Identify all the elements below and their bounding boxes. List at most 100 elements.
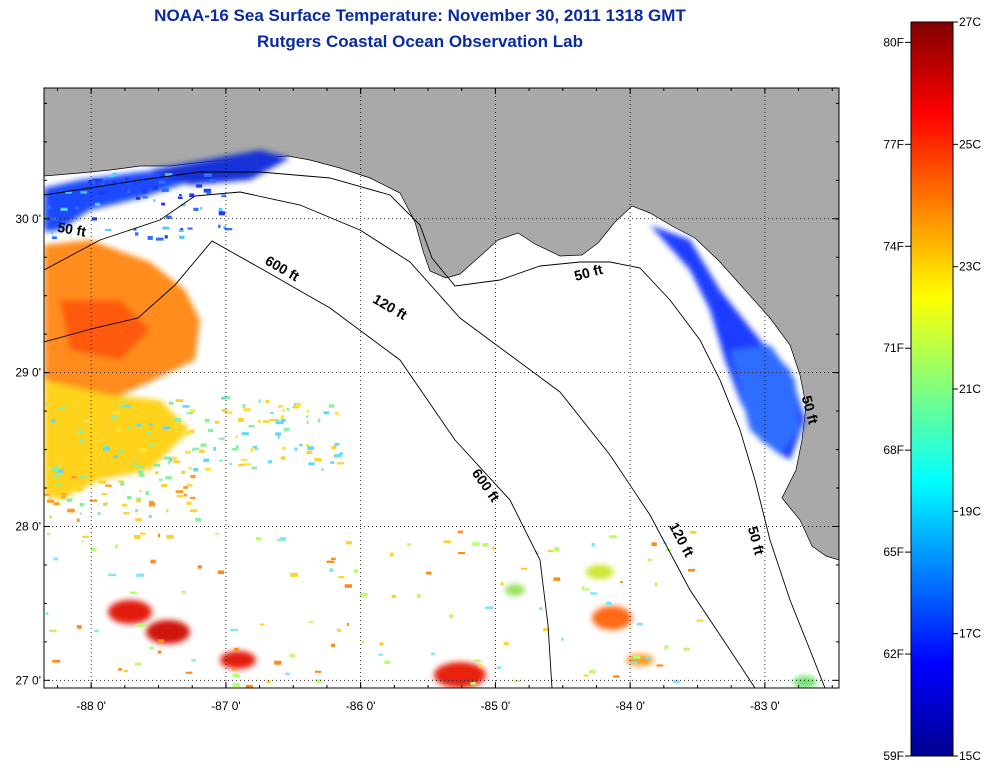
sst-pixel	[81, 540, 84, 543]
sst-pixel	[188, 466, 192, 470]
sst-pixel	[520, 567, 528, 570]
sst-pixel	[329, 568, 333, 573]
sst-pixel	[142, 196, 148, 199]
sst-pixel	[275, 432, 281, 436]
sst-pixel	[176, 494, 183, 498]
sst-pixel	[218, 224, 221, 229]
sst-pixel	[120, 482, 125, 486]
sst-pixel	[605, 601, 612, 605]
sst-pixel	[497, 666, 502, 670]
sst-pixel	[280, 456, 286, 460]
sst-pixel	[57, 462, 60, 466]
sst-pixel	[153, 199, 156, 202]
sst-pixel	[208, 179, 216, 183]
sst-pixel	[52, 659, 61, 663]
sst-pixel	[613, 675, 620, 678]
sst-pixel	[106, 434, 114, 437]
sst-pixel	[113, 410, 120, 415]
sst-pixel	[323, 411, 330, 415]
colorbar-label-c: 23C	[959, 260, 981, 274]
sst-pixel	[111, 180, 117, 185]
sst-pixel	[117, 480, 125, 483]
sst-pixel	[314, 670, 322, 673]
sst-pixel	[175, 490, 184, 493]
sst-pixel	[443, 540, 451, 543]
sst-pixel	[225, 411, 233, 414]
sst-pixel	[182, 405, 190, 408]
isobath-120ft	[44, 191, 756, 688]
sst-pixel	[224, 396, 231, 400]
sst-pixel	[485, 606, 494, 609]
sst-pixel	[77, 430, 84, 433]
sst-pixel	[101, 183, 104, 187]
sst-pixel	[188, 484, 193, 487]
sst-pixel	[110, 416, 117, 420]
sst-patch	[592, 606, 632, 630]
sst-pixel	[99, 191, 106, 196]
sst-pixel	[162, 426, 171, 430]
sst-pixel	[539, 607, 543, 611]
sst-pixel	[317, 418, 321, 423]
sst-pixel	[235, 435, 238, 439]
sst-pixel	[591, 542, 595, 547]
sst-pixel	[168, 401, 174, 405]
sst-pixel	[203, 458, 209, 462]
sst-pixel	[268, 460, 273, 464]
sst-pixel	[189, 509, 198, 513]
sst-pixel	[67, 508, 75, 513]
sst-pixel	[127, 496, 132, 500]
sst-pixel	[334, 454, 342, 457]
sst-pixel	[218, 211, 225, 216]
sst-pixel	[338, 576, 345, 579]
sst-pixel	[314, 458, 322, 462]
lon-tick-label: -85 0'	[481, 699, 511, 713]
sst-pixel	[76, 518, 80, 522]
sst-pixel	[138, 470, 144, 475]
sst-patch	[434, 662, 486, 688]
sst-pixel	[79, 475, 87, 479]
sst-pixel	[282, 409, 285, 412]
sst-pixel	[97, 512, 101, 516]
sst-patches	[44, 150, 817, 688]
sst-pixel	[215, 532, 220, 535]
sst-pixel	[47, 467, 51, 471]
sst-pixel	[232, 448, 239, 451]
sst-pixel	[86, 457, 90, 460]
sst-pixel	[105, 228, 112, 232]
sst-pixel	[190, 474, 196, 479]
sst-pixel	[135, 508, 139, 513]
sst-pixel	[135, 662, 142, 666]
colorbar-label-c: 15C	[959, 749, 981, 763]
sst-pixel	[238, 463, 245, 467]
sst-pixel	[553, 577, 561, 581]
colorbar-label-f: 59F	[883, 749, 904, 763]
sst-pixel	[337, 462, 344, 465]
sst-pixel	[250, 447, 254, 452]
lon-tick-label: -84 0'	[615, 699, 645, 713]
sst-pixel	[582, 586, 585, 590]
sst-pixel	[102, 421, 110, 424]
sst-pixel	[189, 409, 196, 413]
sst-pixel	[179, 235, 185, 239]
lon-tick-label: -86 0'	[346, 699, 376, 713]
sst-pixel	[139, 532, 146, 535]
sst-pixel	[279, 537, 286, 541]
sst-pixel	[339, 452, 344, 455]
sst-pixel	[223, 225, 227, 229]
lat-tick-label: 30 0'	[15, 212, 41, 226]
sst-pixel	[204, 173, 212, 177]
sst-pixel	[127, 426, 131, 430]
sst-pixel	[191, 448, 194, 452]
sst-pixel	[330, 461, 335, 464]
lon-tick-label: -83 0'	[750, 699, 780, 713]
sst-pixel	[84, 419, 93, 423]
sst-pixel	[514, 680, 520, 683]
sst-patch	[505, 584, 525, 596]
sst-pixel	[90, 499, 98, 502]
sst-pixel	[136, 423, 141, 427]
sst-pixel	[275, 419, 280, 422]
sst-pixel	[75, 478, 78, 482]
colorbar-label-f: 65F	[883, 545, 904, 559]
sst-pixel	[219, 459, 223, 462]
sst-pixel	[47, 205, 52, 209]
